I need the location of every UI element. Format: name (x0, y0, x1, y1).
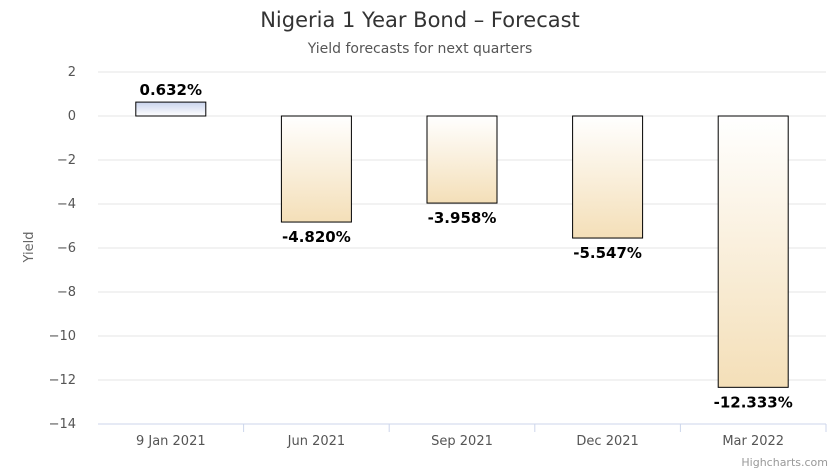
bars (135, 101, 789, 388)
y-tick-label: −8 (57, 285, 76, 300)
y-tick-label: −4 (57, 197, 76, 212)
x-tick-label: Jun 2021 (287, 434, 346, 449)
bar[interactable] (717, 115, 789, 388)
x-tick-label: Mar 2022 (722, 434, 784, 449)
data-labels: 0.632% -4.820% -3.958% -5.547% -12.333% (140, 81, 793, 411)
y-tick-label: −10 (49, 329, 76, 344)
bar[interactable] (280, 115, 352, 223)
bar[interactable] (572, 115, 644, 239)
y-tick-label: −12 (49, 373, 76, 388)
data-label: -3.958% (428, 209, 497, 227)
y-axis-ticks: 2 0 −2 −4 −6 −8 −10 −12 −14 (49, 65, 76, 432)
grid-lines (98, 71, 826, 425)
x-tick-label: Sep 2021 (431, 434, 493, 449)
x-tick-label: 9 Jan 2021 (136, 434, 206, 449)
y-tick-label: 0 (68, 109, 76, 124)
credits-link[interactable]: Highcharts.com (741, 456, 828, 469)
y-tick-label: −2 (57, 153, 76, 168)
data-label: 0.632% (140, 81, 202, 99)
data-label: -4.820% (282, 228, 351, 246)
x-axis-ticks: 9 Jan 2021 Jun 2021 Sep 2021 Dec 2021 Mar 20… (136, 424, 827, 449)
chart-subtitle: Yield forecasts for next quarters (307, 41, 533, 57)
x-tick-label: Dec 2021 (576, 434, 638, 449)
y-tick-label: 2 (68, 65, 76, 80)
data-label: -5.547% (573, 244, 642, 262)
bar[interactable] (426, 115, 498, 204)
chart-title: Nigeria 1 Year Bond – Forecast (260, 8, 580, 32)
bar[interactable] (135, 101, 207, 117)
y-axis-title: Yield (22, 232, 37, 264)
y-tick-label: −6 (57, 241, 76, 256)
data-label: -12.333% (714, 393, 793, 411)
y-tick-label: −14 (49, 417, 76, 432)
